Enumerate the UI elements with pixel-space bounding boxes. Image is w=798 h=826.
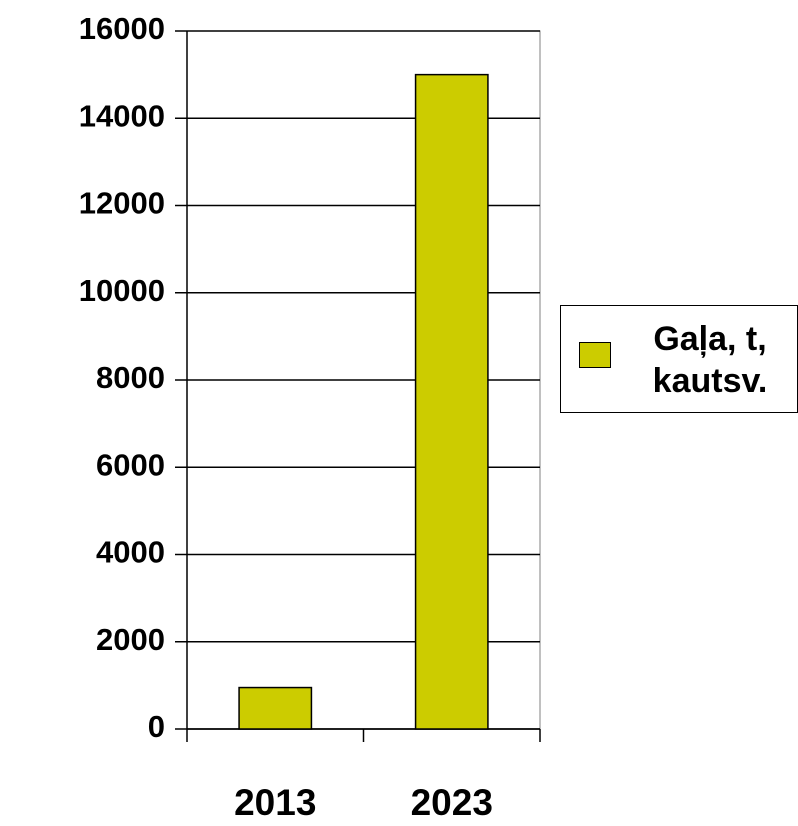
bar <box>414 73 489 730</box>
x-tick-label: 2013 <box>234 782 316 823</box>
y-tick-label: 6000 <box>96 447 165 482</box>
y-tick-label: 14000 <box>79 98 165 133</box>
y-tick-label: 10000 <box>79 273 165 308</box>
y-tick-label: 0 <box>148 709 165 744</box>
y-tick-label: 2000 <box>96 622 165 657</box>
legend: Gaļa, t, kautsv. <box>560 305 798 413</box>
y-tick-label: 16000 <box>79 11 165 46</box>
bar <box>238 686 313 730</box>
y-tick-label: 4000 <box>96 535 165 570</box>
y-tick-label: 8000 <box>96 360 165 395</box>
x-tick-label: 2023 <box>411 782 493 823</box>
legend-swatch <box>579 342 611 368</box>
legend-label: Gaļa, t, kautsv. <box>652 320 768 400</box>
y-tick-label: 12000 <box>79 186 165 221</box>
